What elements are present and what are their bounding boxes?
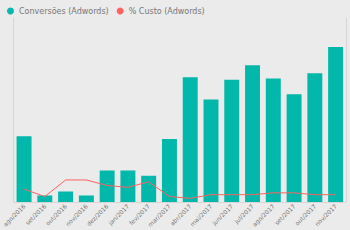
svg-text:nov/2016: nov/2016 [63,202,89,228]
svg-text:out/2016: out/2016 [44,202,69,227]
svg-text:dez/2016: dez/2016 [85,202,110,227]
svg-text:set/2016: set/2016 [23,202,48,227]
svg-text:ago/2016: ago/2016 [2,202,28,228]
svg-text:set/2017: set/2017 [272,202,297,227]
svg-text:% Custo (Adwords): % Custo (Adwords) [129,7,205,16]
svg-text:nov/2017: nov/2017 [313,202,338,227]
svg-text:fev/2017: fev/2017 [127,202,152,227]
svg-text:abr/2017: abr/2017 [168,202,193,227]
svg-text:ago/2017: ago/2017 [251,202,277,228]
svg-text:out/2017: out/2017 [293,202,318,227]
svg-text:jan/2017: jan/2017 [106,202,131,227]
svg-text:mar/2017: mar/2017 [146,202,172,228]
svg-text:mai/2017: mai/2017 [188,202,213,227]
svg-text:jun/2017: jun/2017 [210,202,235,227]
svg-text:jul/2017: jul/2017 [232,202,255,225]
svg-text:Conversões (Adwords): Conversões (Adwords) [19,7,109,16]
